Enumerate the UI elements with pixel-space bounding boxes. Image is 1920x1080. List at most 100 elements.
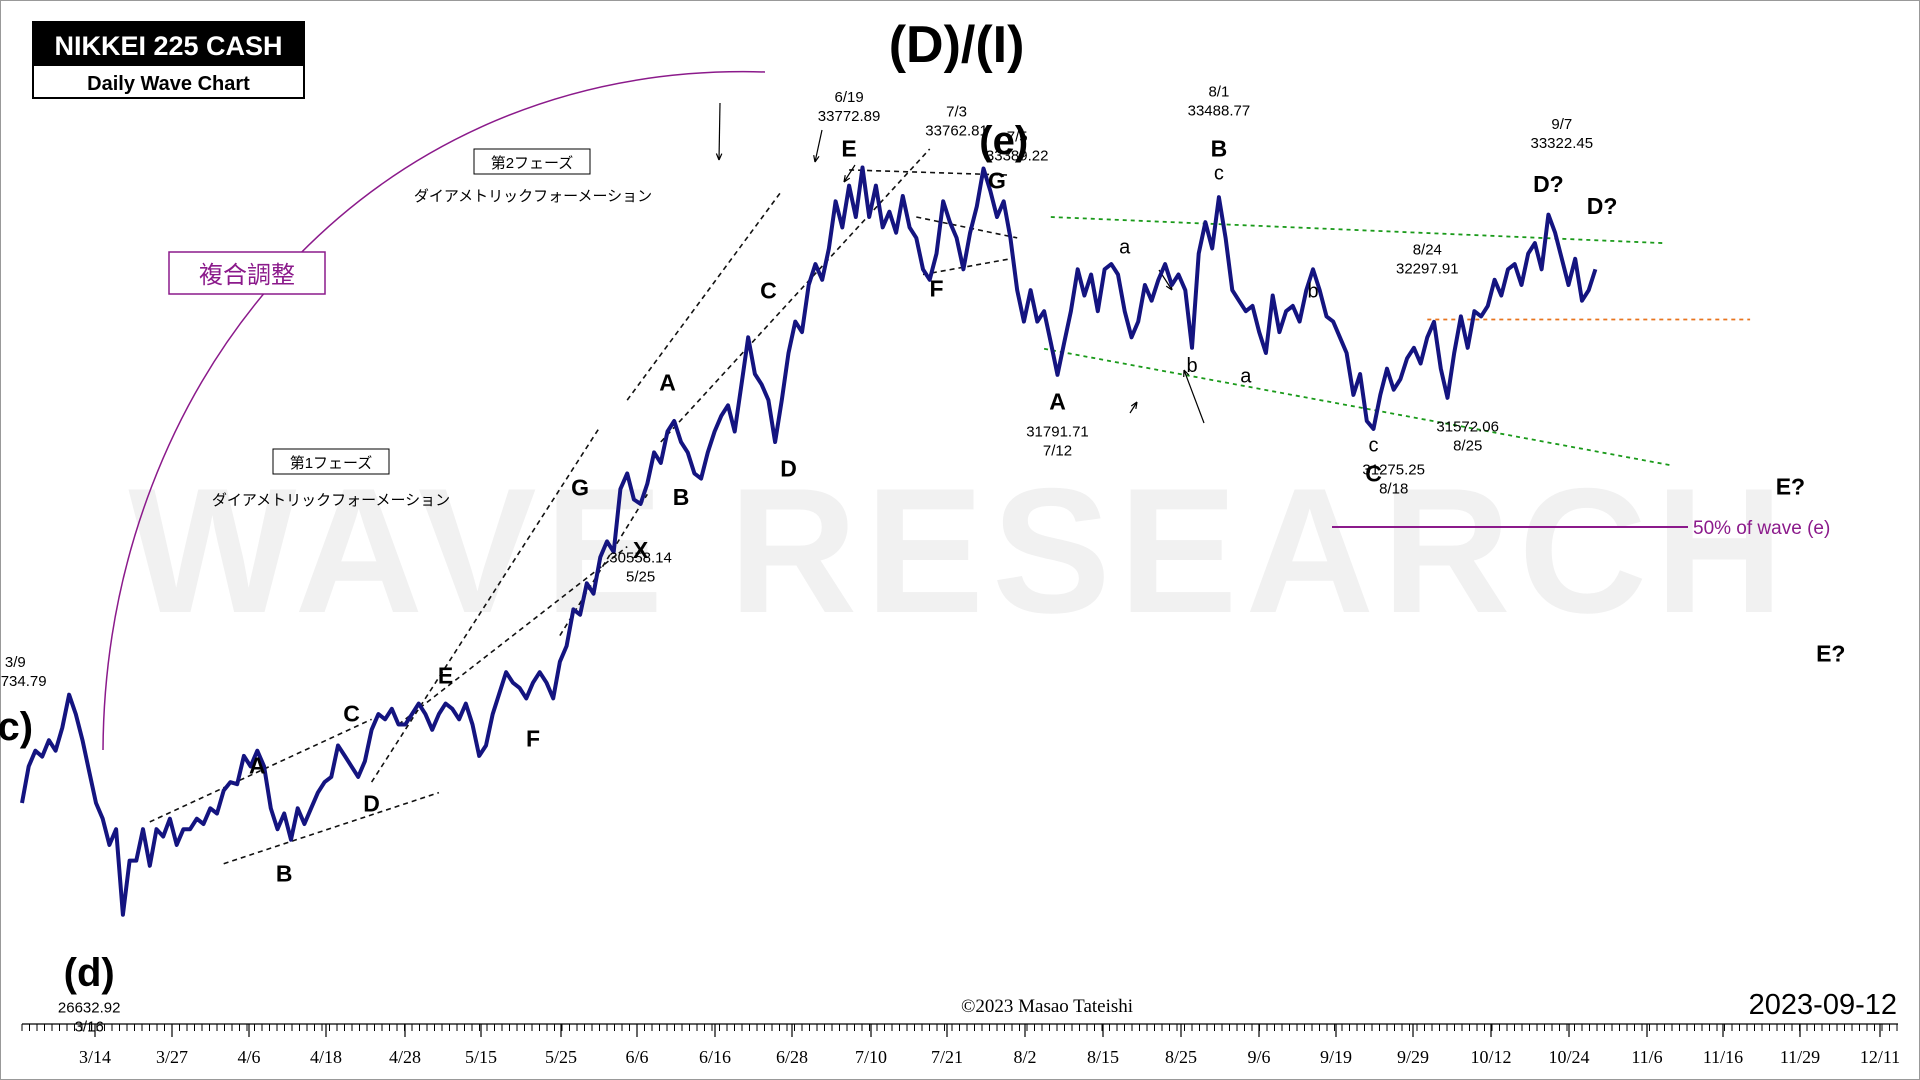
x-tick-label: 9/29: [1397, 1047, 1429, 1067]
wave-label: E?: [1816, 641, 1845, 667]
price-label-value: 33488.77: [1188, 103, 1251, 120]
watermark: WAVE RESEARCH: [128, 451, 1791, 650]
wave-label: c: [1214, 162, 1224, 184]
x-tick-label: 5/15: [465, 1047, 497, 1067]
pointer-head: [715, 153, 723, 161]
pointer-line: [1129, 401, 1138, 414]
wave-label: B: [1211, 135, 1228, 161]
price-label-value: 33389.22: [986, 148, 1049, 165]
price-label-value: 28734.79: [0, 673, 47, 690]
x-tick-label: 5/25: [545, 1047, 577, 1067]
wave-label: G: [988, 168, 1006, 194]
wave-label: A: [249, 753, 266, 779]
x-tick-label: 9/6: [1247, 1047, 1270, 1067]
x-tick-label: 11/16: [1703, 1047, 1743, 1067]
x-tick-label: 11/6: [1631, 1047, 1662, 1067]
wave-labels: (c) (d) (D)/(I) (e) A B C D E F G A X B C D E F G A B C D? D? E?…: [0, 16, 1845, 995]
wave-label: b: [1307, 281, 1318, 303]
wave-label: b: [1186, 355, 1197, 377]
pointer-line: [718, 102, 721, 161]
wave-label: D: [780, 456, 797, 482]
pointer-line: [1183, 369, 1205, 424]
x-tick-label: 11/29: [1780, 1047, 1820, 1067]
price-label-date: 5/25: [626, 568, 655, 585]
pointer-head: [1130, 401, 1138, 410]
projection-label: 50% of wave (e): [1693, 518, 1830, 539]
x-axis: 3/14 3/27 4/6 4/18 4/28 5/15 5/25 6/6 6/16 6/28 7/…: [21, 1023, 1900, 1067]
price-label-value: 31572.06: [1436, 419, 1499, 436]
x-tick-label: 10/24: [1548, 1047, 1589, 1067]
price-label-value: 30558.14: [609, 549, 672, 566]
wave-label: G: [571, 474, 589, 500]
trend-line: [223, 791, 440, 865]
title-box: NIKKEI 225 CASH Daily Wave Chart: [32, 21, 305, 99]
price-label-date: 3/16: [75, 1018, 104, 1035]
wave-label: (e): [979, 119, 1028, 163]
pointer-head: [1183, 369, 1190, 378]
x-tick-label: 10/12: [1470, 1047, 1511, 1067]
price-label-date: 9/7: [1551, 116, 1572, 133]
x-tick-label: 9/19: [1320, 1047, 1352, 1067]
price-label-value: 31275.25: [1362, 461, 1425, 478]
wave-label: C: [343, 700, 360, 726]
wave-label: D?: [1533, 171, 1564, 197]
price-label-date: 8/1: [1208, 84, 1229, 101]
phase1-formation-label: ダイアメトリックフォーメーション: [212, 492, 450, 509]
pointer-head: [843, 175, 851, 183]
wave-label: C: [1365, 461, 1382, 487]
wave-label: F: [526, 726, 540, 752]
wave-label: A: [659, 370, 676, 396]
price-label-date: 7/5: [1007, 129, 1028, 146]
x-tick-label: 4/28: [389, 1047, 421, 1067]
price-label-date: 8/18: [1379, 480, 1408, 497]
phase1-box: 第1フェーズ: [272, 448, 390, 475]
price-label-date: 8/24: [1413, 242, 1442, 259]
wave-label: (D)/(I): [889, 16, 1025, 74]
wave-label: (d): [64, 951, 115, 995]
x-tick-label: 8/15: [1087, 1047, 1119, 1067]
trend-line: [626, 190, 783, 401]
wave-label: (c): [0, 705, 33, 749]
price-label-value: 32297.91: [1396, 261, 1459, 278]
wave-label: B: [276, 861, 293, 887]
wave-label: c: [1369, 434, 1379, 456]
wave-label: D: [363, 790, 380, 816]
wave-label: a: [1240, 365, 1252, 387]
price-label-value: 26632.92: [58, 999, 121, 1016]
x-tick-label: 7/10: [855, 1047, 887, 1067]
price-series: [20, 165, 1598, 917]
trend-line: [922, 258, 1011, 276]
trend-line: [370, 425, 601, 783]
price-label-value: 31791.71: [1026, 424, 1089, 441]
phase2-label: 第2フェーズ: [491, 154, 574, 172]
phase1-frame: [272, 448, 390, 475]
price-labels: 3/9 28734.79 26632.92 3/16 30558.14 5/25 6/19 3…: [0, 84, 1593, 1036]
wave-label: C: [760, 278, 777, 304]
wave-label: A: [1049, 389, 1066, 415]
trend-line: [1050, 216, 1663, 244]
pointer-line: [843, 164, 856, 183]
complex-correction-frame: [168, 251, 326, 295]
x-tick-label: 6/6: [625, 1047, 648, 1067]
x-tick-label: 8/25: [1165, 1047, 1197, 1067]
wave-label: E?: [1776, 473, 1805, 499]
chart-subtitle: Daily Wave Chart: [87, 73, 250, 95]
phase1-label: 第1フェーズ: [290, 454, 373, 472]
wave-label: E: [841, 135, 856, 161]
price-label-value: 33322.45: [1531, 135, 1594, 152]
price-label-date: 3/9: [5, 654, 26, 671]
wave-label: B: [673, 484, 690, 510]
wave-label: D?: [1587, 193, 1618, 219]
title-box-header: [33, 22, 304, 66]
price-label-value: 33762.81: [925, 123, 988, 140]
trend-line: [398, 545, 628, 726]
pointer-head: [813, 155, 820, 163]
x-tick-label: 3/14: [79, 1047, 111, 1067]
x-tick-label: 7/21: [931, 1047, 963, 1067]
trend-line: [1043, 347, 1670, 466]
copyright: ©2023 Masao Tateishi: [961, 996, 1133, 1017]
phase2-formation-label: ダイアメトリックフォーメーション: [414, 188, 652, 205]
